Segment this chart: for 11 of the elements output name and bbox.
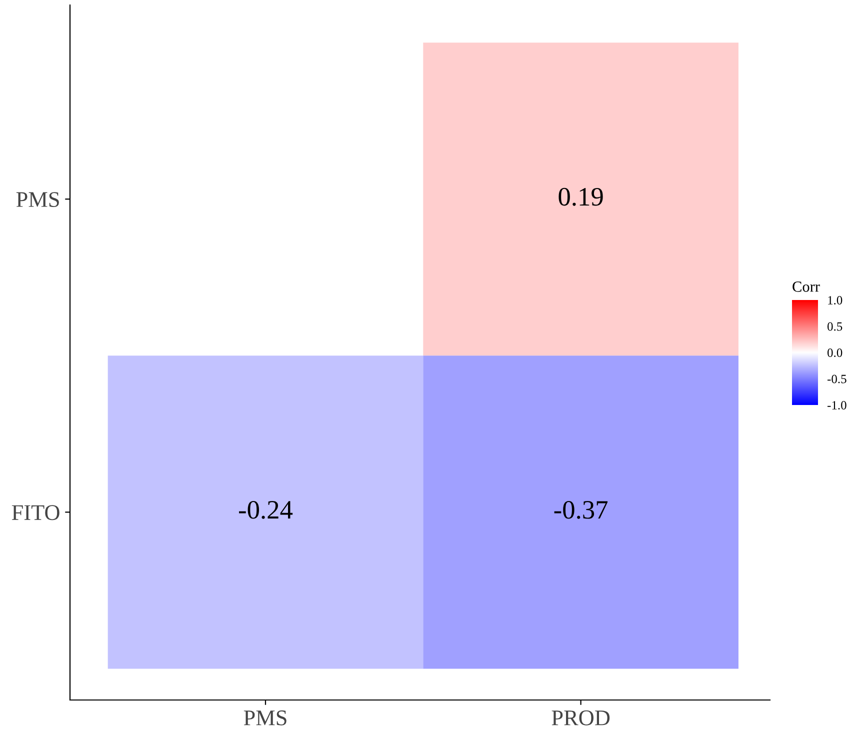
y-tick-label: FITO — [12, 505, 60, 520]
data-label: -0.37 — [554, 500, 608, 519]
color-bar-label: 0.5 — [828, 322, 842, 331]
color-bar-label: -1.0 — [827, 401, 846, 410]
color-bar-label: 1.0 — [828, 296, 842, 305]
color-bar-title: Corr — [792, 282, 820, 292]
data-label: -0.24 — [238, 500, 293, 519]
data-label: 0.19 — [558, 188, 603, 206]
x-tick-label: PROD — [552, 710, 610, 726]
color-bar-label: -0.5 — [827, 374, 846, 384]
color-bar-label: 0.0 — [828, 348, 842, 358]
